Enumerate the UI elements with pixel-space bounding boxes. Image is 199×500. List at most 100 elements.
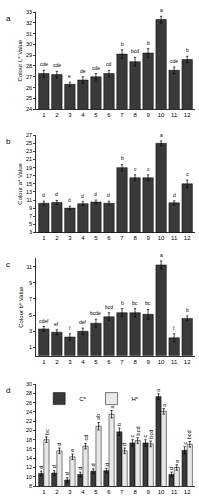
svg-text:d: d [55, 191, 58, 197]
svg-text:bcd: bcd [105, 304, 113, 310]
svg-text:d: d [94, 191, 97, 197]
svg-text:13: 13 [26, 189, 32, 195]
svg-text:b: b [121, 300, 124, 306]
svg-text:26: 26 [26, 85, 32, 91]
svg-text:1: 1 [42, 359, 46, 365]
svg-text:9: 9 [29, 205, 32, 211]
svg-text:3: 3 [68, 359, 72, 365]
svg-text:d: d [173, 192, 176, 198]
svg-text:11: 11 [26, 264, 32, 270]
svg-text:28: 28 [26, 63, 32, 69]
svg-text:18: 18 [26, 437, 32, 443]
svg-text:31: 31 [26, 31, 32, 37]
svg-text:c: c [182, 442, 188, 445]
svg-text:5: 5 [29, 312, 32, 318]
svg-text:30: 30 [26, 41, 32, 47]
svg-text:29: 29 [26, 52, 32, 58]
svg-text:e: e [174, 460, 180, 463]
svg-text:17: 17 [26, 173, 32, 179]
svg-text:4: 4 [81, 235, 85, 241]
svg-text:C*: C* [79, 396, 86, 402]
svg-text:c: c [147, 166, 150, 172]
svg-text:5: 5 [94, 235, 98, 241]
svg-text:a: a [160, 132, 163, 138]
svg-text:ef: ef [54, 321, 59, 327]
svg-text:9: 9 [29, 280, 32, 286]
svg-text:7: 7 [29, 213, 32, 219]
svg-text:25: 25 [26, 140, 32, 146]
svg-text:9: 9 [146, 112, 150, 118]
svg-text:5: 5 [94, 359, 98, 365]
svg-text:Colour L* Value: Colour L* Value [17, 39, 23, 81]
svg-text:d: d [38, 466, 44, 469]
svg-text:21: 21 [26, 156, 32, 162]
svg-text:10: 10 [158, 112, 165, 118]
svg-text:9: 9 [146, 489, 150, 495]
svg-text:Colour b* Value: Colour b* Value [18, 286, 24, 328]
svg-text:7: 7 [120, 112, 124, 118]
svg-text:d: d [56, 443, 62, 446]
svg-text:d: d [104, 463, 110, 466]
svg-text:b: b [186, 47, 189, 53]
svg-text:cd: cd [83, 435, 89, 441]
svg-text:d: d [81, 193, 84, 199]
svg-text:33: 33 [26, 9, 32, 15]
svg-text:5: 5 [94, 489, 98, 495]
svg-text:cde: cde [92, 65, 100, 71]
svg-text:c: c [6, 260, 10, 269]
svg-text:c: c [142, 434, 148, 437]
svg-text:a: a [6, 14, 11, 23]
svg-text:1: 1 [42, 112, 46, 118]
svg-text:cde: cde [53, 62, 61, 68]
svg-text:11: 11 [171, 489, 178, 495]
svg-text:8: 8 [133, 235, 137, 241]
svg-text:f: f [173, 325, 175, 331]
svg-text:15: 15 [26, 181, 32, 187]
svg-text:bcde: bcde [90, 310, 101, 316]
svg-text:10: 10 [158, 359, 165, 365]
svg-text:12: 12 [184, 489, 191, 495]
svg-text:c: c [134, 166, 137, 172]
svg-text:b: b [6, 137, 11, 146]
svg-text:1: 1 [42, 489, 46, 495]
svg-text:22: 22 [26, 418, 32, 424]
svg-text:6: 6 [107, 359, 111, 365]
svg-text:a: a [161, 403, 167, 407]
svg-text:a: a [160, 252, 163, 258]
svg-text:5: 5 [94, 112, 98, 118]
svg-text:d: d [42, 192, 45, 198]
svg-text:cde: cde [170, 58, 178, 64]
svg-text:11: 11 [171, 359, 178, 365]
svg-text:24: 24 [26, 409, 32, 415]
svg-text:4: 4 [81, 489, 85, 495]
svg-text:26: 26 [26, 400, 32, 406]
svg-text:1: 1 [29, 344, 32, 350]
svg-text:3: 3 [68, 112, 72, 118]
svg-text:d: d [6, 386, 10, 395]
svg-text:7: 7 [120, 235, 124, 241]
svg-text:f: f [69, 325, 71, 331]
svg-text:bcd: bcd [131, 48, 139, 54]
svg-text:16: 16 [26, 446, 32, 452]
svg-text:de: de [80, 68, 86, 74]
svg-text:12: 12 [184, 235, 191, 241]
svg-text:10: 10 [158, 235, 165, 241]
svg-text:Colour a* Value: Colour a* Value [17, 162, 23, 204]
svg-text:25: 25 [26, 95, 32, 101]
svg-text:c: c [129, 434, 135, 437]
svg-text:d: d [90, 463, 96, 466]
svg-text:10: 10 [26, 474, 32, 480]
svg-text:d: d [107, 192, 110, 198]
svg-text:a: a [155, 388, 161, 392]
svg-text:23: 23 [26, 148, 32, 154]
svg-text:cdef: cdef [39, 318, 49, 324]
svg-text:bcd: bcd [148, 430, 154, 439]
svg-text:1: 1 [42, 235, 46, 241]
svg-text:30: 30 [26, 381, 32, 387]
svg-text:e: e [68, 73, 71, 79]
svg-text:e: e [69, 449, 75, 452]
svg-text:6: 6 [107, 489, 111, 495]
svg-text:9: 9 [146, 359, 150, 365]
svg-text:H*: H* [132, 396, 139, 402]
svg-text:bcd: bcd [186, 430, 192, 439]
